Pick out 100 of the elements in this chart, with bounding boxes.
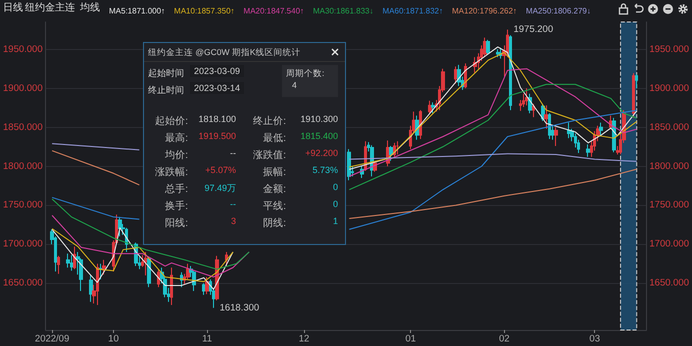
annotation: 1815.400 bbox=[299, 131, 338, 143]
text: MA250:1806.279↓ bbox=[526, 6, 591, 16]
text: MA10:1857.350↑ bbox=[174, 6, 235, 16]
y2-tick-label: 1800.000 bbox=[649, 160, 689, 172]
candlestick bbox=[180, 272, 183, 288]
candlestick bbox=[96, 263, 99, 306]
candlestick bbox=[99, 263, 102, 280]
y2-tick-label: 1850.000 bbox=[649, 122, 689, 133]
y2-tick-label: 1950.000 bbox=[649, 44, 689, 55]
candlestick bbox=[431, 102, 435, 114]
text: 均线 bbox=[79, 2, 100, 14]
annotation: 0 bbox=[332, 182, 338, 194]
annotation: 最高: bbox=[164, 132, 189, 145]
candlestick bbox=[205, 276, 209, 295]
candlestick bbox=[525, 88, 529, 106]
annotation: 总手: bbox=[164, 182, 189, 196]
candlestick bbox=[70, 254, 73, 272]
candlestick bbox=[157, 268, 160, 288]
x-tick-label: 12 bbox=[298, 334, 310, 344]
candlestick bbox=[509, 34, 512, 111]
y-tick-label: 1700.000 bbox=[3, 238, 43, 250]
candlestick bbox=[532, 103, 535, 118]
annotation: 终止价: bbox=[252, 114, 287, 128]
annotation: 1975.200 bbox=[513, 24, 554, 36]
annotation: 2023-03-14 bbox=[190, 82, 244, 94]
annotation: 起始时间 bbox=[148, 67, 184, 80]
candlestick bbox=[396, 140, 399, 156]
y-tick-label: 1650.000 bbox=[3, 278, 43, 289]
annotation: 97.49万 bbox=[203, 182, 236, 195]
candlestick bbox=[347, 148, 351, 181]
candlestick bbox=[428, 100, 432, 114]
y-tick-label: 1950.000 bbox=[3, 44, 43, 55]
annotation: 最低: bbox=[262, 132, 287, 145]
candlestick bbox=[544, 104, 548, 130]
candlestick bbox=[599, 122, 603, 138]
annotation: 1 bbox=[332, 216, 338, 228]
annotation: 终止时间 bbox=[148, 84, 184, 97]
annotation: 2023-03-09 bbox=[190, 65, 244, 77]
annotation: 换手: bbox=[164, 200, 189, 213]
annotation: 周期个数: bbox=[286, 68, 326, 80]
annotation: 阴线: bbox=[262, 216, 287, 230]
candlestick bbox=[486, 39, 490, 54]
candlestick bbox=[66, 253, 70, 268]
annotation: 0 bbox=[332, 199, 338, 211]
annotation: 1910.300 bbox=[299, 114, 338, 126]
candlestick bbox=[554, 126, 558, 146]
candlestick bbox=[73, 246, 76, 270]
candlestick bbox=[186, 263, 190, 280]
annotation: 1818.100 bbox=[197, 114, 236, 126]
candlestick bbox=[567, 122, 571, 139]
annotation: -- bbox=[229, 199, 236, 211]
annotation: -- bbox=[229, 148, 236, 160]
candlestick bbox=[632, 72, 635, 118]
candlestick bbox=[118, 216, 122, 237]
candlestick bbox=[57, 255, 60, 274]
annotation: +5.07% bbox=[204, 165, 236, 177]
y-tick-label: 1850.000 bbox=[3, 122, 43, 133]
candlestick bbox=[389, 145, 393, 162]
candlestick bbox=[144, 252, 148, 276]
annotation: 1919.500 bbox=[197, 131, 236, 143]
candlestick bbox=[147, 256, 151, 288]
y-tick-label: 1800.000 bbox=[3, 160, 43, 172]
annotation: 起始价: bbox=[154, 114, 189, 128]
candlestick bbox=[170, 267, 173, 306]
annotation: 5.73% bbox=[311, 165, 338, 177]
annotation: 3 bbox=[230, 216, 236, 228]
y-tick-label: 1750.000 bbox=[3, 200, 43, 211]
annotation: 1618.300 bbox=[220, 302, 260, 314]
candlestick bbox=[635, 74, 638, 89]
candlestick bbox=[102, 259, 106, 276]
x-tick-label: 01 bbox=[405, 334, 416, 344]
y2-tick-label: 1650.000 bbox=[649, 278, 689, 289]
annotation: 金额: bbox=[262, 182, 287, 196]
y2-tick-label: 1900.000 bbox=[649, 82, 689, 94]
annotation: 涨跌幅: bbox=[154, 166, 189, 179]
candlestick bbox=[496, 48, 500, 58]
x-tick-label: 02 bbox=[498, 334, 510, 344]
text: MA30:1861.833↓ bbox=[313, 6, 374, 16]
y2-tick-label: 1700.000 bbox=[649, 238, 689, 250]
annotation: 平线: bbox=[262, 200, 287, 213]
y2-tick-label: 1750.000 bbox=[649, 200, 689, 211]
annotation: 涨跌值: bbox=[252, 148, 287, 162]
annotation: 4 bbox=[291, 80, 298, 90]
candlestick bbox=[225, 252, 228, 267]
y-tick-label: 1900.000 bbox=[3, 82, 43, 94]
annotation: 振幅: bbox=[262, 166, 287, 179]
text: MA120:1796.262↑ bbox=[452, 6, 517, 16]
annotation: 阳线: bbox=[164, 216, 189, 230]
text: MA60:1871.832↑ bbox=[382, 6, 444, 16]
annotation: +92.200 bbox=[304, 148, 338, 160]
x-tick-label: 11 bbox=[202, 334, 212, 344]
chart-title: 纽约金主连 bbox=[25, 2, 75, 14]
text: MA5:1871.000↑ bbox=[109, 6, 166, 16]
annotation: 均价: bbox=[164, 149, 189, 162]
candlestick bbox=[548, 112, 551, 140]
text: 纽约金主连 @GC0W 期指K线区间统计 bbox=[144, 43, 345, 62]
x-tick-label: 03 bbox=[589, 334, 600, 344]
x-tick-label: 2022/09 bbox=[34, 334, 70, 344]
candlestick bbox=[586, 144, 590, 158]
candlestick bbox=[89, 274, 93, 302]
